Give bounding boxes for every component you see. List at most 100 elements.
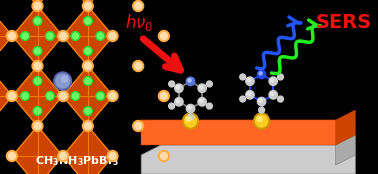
Circle shape xyxy=(107,30,118,42)
Circle shape xyxy=(256,115,268,127)
Circle shape xyxy=(246,77,254,85)
Circle shape xyxy=(85,108,91,114)
Circle shape xyxy=(206,103,212,109)
Circle shape xyxy=(176,85,180,89)
Circle shape xyxy=(96,92,105,101)
Circle shape xyxy=(96,31,105,41)
Circle shape xyxy=(183,113,198,129)
Circle shape xyxy=(60,93,67,100)
Circle shape xyxy=(73,93,78,99)
Polygon shape xyxy=(0,66,12,126)
Circle shape xyxy=(277,96,284,102)
Circle shape xyxy=(257,70,266,79)
Circle shape xyxy=(200,85,203,89)
Circle shape xyxy=(107,151,118,161)
Circle shape xyxy=(259,72,262,75)
Circle shape xyxy=(33,46,42,56)
Circle shape xyxy=(8,152,15,160)
Circle shape xyxy=(158,30,169,42)
Circle shape xyxy=(269,90,277,99)
Circle shape xyxy=(84,2,91,10)
Circle shape xyxy=(73,33,78,39)
Polygon shape xyxy=(141,120,355,130)
Circle shape xyxy=(169,103,175,109)
Circle shape xyxy=(22,93,28,99)
Circle shape xyxy=(71,31,80,41)
Circle shape xyxy=(169,81,175,87)
Circle shape xyxy=(206,81,212,87)
Circle shape xyxy=(34,78,40,84)
Circle shape xyxy=(200,99,203,102)
Circle shape xyxy=(160,93,167,100)
Circle shape xyxy=(257,117,262,121)
Circle shape xyxy=(186,77,195,86)
Circle shape xyxy=(33,77,42,85)
Circle shape xyxy=(271,92,274,96)
Text: $\mathregular{CH_3NH_3PbBr_3}$: $\mathregular{CH_3NH_3PbBr_3}$ xyxy=(35,154,119,168)
Circle shape xyxy=(45,92,54,101)
Circle shape xyxy=(188,106,191,109)
Circle shape xyxy=(47,33,53,39)
Circle shape xyxy=(175,84,183,92)
Circle shape xyxy=(84,122,91,129)
Circle shape xyxy=(60,33,67,39)
Circle shape xyxy=(109,152,116,160)
Polygon shape xyxy=(336,110,355,145)
Circle shape xyxy=(6,90,17,101)
Circle shape xyxy=(97,33,103,39)
Circle shape xyxy=(254,113,270,129)
Circle shape xyxy=(257,97,266,106)
Circle shape xyxy=(58,30,68,42)
Circle shape xyxy=(45,31,54,41)
Circle shape xyxy=(158,151,169,161)
Circle shape xyxy=(84,17,92,26)
Circle shape xyxy=(71,92,80,101)
Circle shape xyxy=(6,30,17,42)
Circle shape xyxy=(247,78,251,82)
Circle shape xyxy=(85,78,91,84)
Circle shape xyxy=(58,90,68,101)
Circle shape xyxy=(188,79,191,82)
Text: $h\nu_0$: $h\nu_0$ xyxy=(125,12,153,33)
Polygon shape xyxy=(12,0,63,6)
Circle shape xyxy=(33,106,42,116)
Circle shape xyxy=(259,99,262,102)
Circle shape xyxy=(60,152,67,160)
Circle shape xyxy=(34,2,41,10)
Circle shape xyxy=(186,117,191,121)
Polygon shape xyxy=(12,126,63,174)
Circle shape xyxy=(135,2,142,10)
Circle shape xyxy=(135,122,142,129)
Circle shape xyxy=(133,1,144,11)
Circle shape xyxy=(47,93,53,99)
Circle shape xyxy=(56,74,70,88)
Circle shape xyxy=(198,98,206,106)
Polygon shape xyxy=(63,66,113,126)
Circle shape xyxy=(32,61,43,72)
Circle shape xyxy=(82,1,93,11)
Circle shape xyxy=(34,18,40,24)
Text: SERS: SERS xyxy=(315,13,372,31)
Circle shape xyxy=(82,121,93,132)
Circle shape xyxy=(34,122,41,129)
Circle shape xyxy=(246,90,254,99)
Circle shape xyxy=(33,17,42,26)
Circle shape xyxy=(6,151,17,161)
Polygon shape xyxy=(63,6,113,66)
Polygon shape xyxy=(336,135,355,165)
Circle shape xyxy=(186,104,195,113)
Circle shape xyxy=(109,93,116,100)
Circle shape xyxy=(32,1,43,11)
Circle shape xyxy=(84,106,92,116)
Circle shape xyxy=(247,92,251,96)
Circle shape xyxy=(34,48,40,54)
Circle shape xyxy=(107,90,118,101)
Circle shape xyxy=(160,152,167,160)
Circle shape xyxy=(8,93,15,100)
Circle shape xyxy=(176,99,180,102)
Circle shape xyxy=(82,61,93,72)
Circle shape xyxy=(187,114,194,120)
Circle shape xyxy=(85,18,91,24)
Circle shape xyxy=(84,77,92,85)
Circle shape xyxy=(133,121,144,132)
